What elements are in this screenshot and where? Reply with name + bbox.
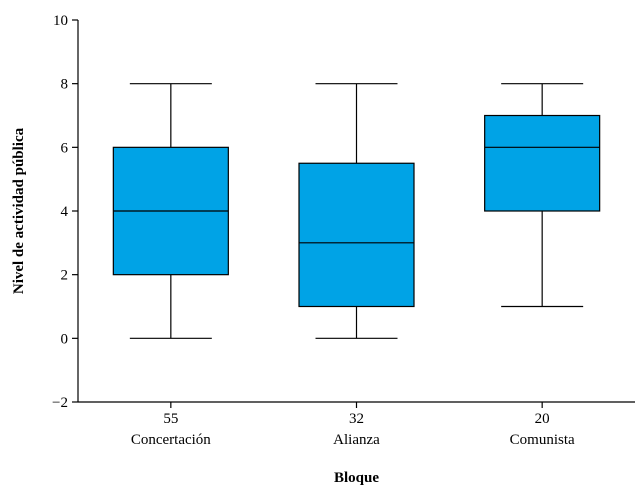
iqr-box	[484, 114, 601, 212]
x-tick-category: Alianza	[333, 432, 380, 448]
x-axis-title: Bloque	[334, 470, 379, 486]
x-tick-count: 20	[535, 411, 550, 427]
iqr-box	[298, 162, 415, 308]
y-tick-label: 8	[61, 77, 69, 93]
y-tick-label: −2	[52, 395, 68, 411]
axes	[72, 19, 635, 408]
y-tick-label: 10	[53, 13, 68, 29]
y-tick-labels: −2 0 2 4 6 8 10	[52, 13, 68, 411]
box-2	[298, 83, 415, 339]
box-3	[484, 83, 601, 308]
box-1	[112, 83, 229, 339]
x-tick-category: Comunista	[510, 432, 575, 448]
y-tick-label: 0	[61, 331, 69, 347]
y-tick-label: 4	[61, 204, 69, 220]
y-tick-label: 2	[61, 268, 69, 284]
y-axis-title: Nivel de actividad pública	[11, 127, 27, 294]
x-tick-category: Concertación	[131, 432, 211, 448]
y-tick-label: 6	[61, 140, 69, 156]
boxes	[112, 83, 601, 339]
x-tick-count: 32	[349, 411, 364, 427]
x-tick-count: 55	[163, 411, 178, 427]
x-tick-labels: 55 Concertación 32 Alianza 20 Comunista	[131, 411, 575, 448]
